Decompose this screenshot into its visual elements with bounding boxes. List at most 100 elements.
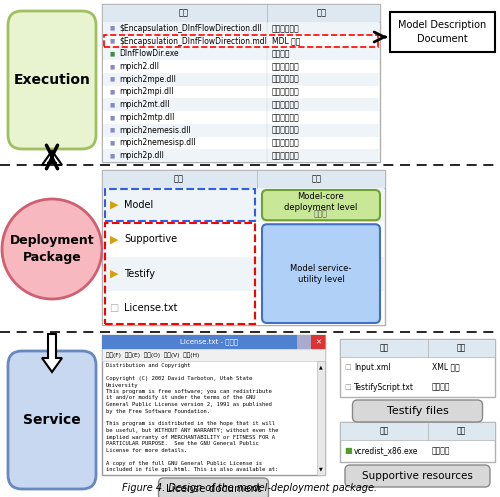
Text: License for more details.: License for more details. [106, 447, 187, 452]
Text: 名称: 名称 [380, 426, 388, 435]
FancyBboxPatch shape [103, 124, 379, 137]
FancyBboxPatch shape [297, 335, 311, 349]
Text: License.txt: License.txt [124, 303, 178, 313]
Text: 应用程序扩展: 应用程序扩展 [272, 62, 300, 71]
FancyBboxPatch shape [103, 73, 379, 85]
Text: by the Free Software Foundation.: by the Free Software Foundation. [106, 409, 210, 414]
Text: 类型: 类型 [456, 343, 466, 352]
FancyBboxPatch shape [103, 47, 379, 60]
Text: Copyright (C) 2002 David Tarboton, Utah State: Copyright (C) 2002 David Tarboton, Utah … [106, 376, 253, 381]
Text: 类型: 类型 [312, 174, 322, 183]
Text: mpich2p.dll: mpich2p.dll [119, 151, 164, 160]
FancyBboxPatch shape [103, 137, 379, 149]
Text: 应用程序: 应用程序 [272, 49, 290, 58]
FancyBboxPatch shape [103, 60, 379, 73]
Text: mpich2nemesisp.dll: mpich2nemesisp.dll [119, 138, 196, 148]
FancyBboxPatch shape [102, 4, 380, 162]
Text: implied warranty of MERCHANTABILITY or FITNESS FOR A: implied warranty of MERCHANTABILITY or F… [106, 434, 275, 439]
Text: XML 文档: XML 文档 [432, 362, 460, 371]
Text: mpich2mpe.dll: mpich2mpe.dll [119, 75, 176, 84]
Text: Model: Model [124, 200, 153, 210]
Text: included in file gpl.html. This is also available at:: included in file gpl.html. This is also … [106, 467, 278, 472]
Text: 应用程序: 应用程序 [432, 446, 450, 455]
FancyBboxPatch shape [8, 11, 96, 149]
Text: University: University [106, 383, 138, 388]
Text: Input.xml: Input.xml [354, 362, 391, 371]
Text: DInfFlowDir.exe: DInfFlowDir.exe [119, 49, 178, 58]
Text: 类型: 类型 [317, 8, 327, 17]
Text: □: □ [344, 364, 352, 370]
Text: mpich2.dll: mpich2.dll [119, 62, 159, 71]
Text: Deployment
Package: Deployment Package [10, 234, 94, 264]
Circle shape [2, 199, 102, 299]
FancyBboxPatch shape [352, 400, 482, 422]
Text: Model Description
Document: Model Description Document [398, 20, 486, 44]
Text: Testify: Testify [124, 268, 155, 279]
Text: ■: ■ [344, 446, 352, 455]
Text: ■: ■ [110, 153, 114, 158]
Text: 应用程序扩展: 应用程序扩展 [272, 100, 300, 109]
FancyBboxPatch shape [103, 149, 379, 162]
Text: Testify files: Testify files [386, 406, 448, 416]
FancyBboxPatch shape [103, 188, 384, 222]
Text: Model-core
deployment level: Model-core deployment level [284, 192, 358, 212]
Text: License.txt - 记事本: License.txt - 记事本 [180, 338, 238, 345]
FancyBboxPatch shape [8, 351, 96, 489]
Text: Service: Service [23, 413, 81, 427]
Text: Model service-
utility level: Model service- utility level [290, 263, 352, 284]
Text: ✕: ✕ [315, 339, 321, 345]
Text: 应用程序扩展: 应用程序扩展 [272, 151, 300, 160]
Text: mpich2mpi.dll: mpich2mpi.dll [119, 87, 174, 96]
FancyBboxPatch shape [102, 170, 385, 325]
Text: ■: ■ [110, 64, 114, 69]
FancyBboxPatch shape [102, 4, 380, 22]
FancyBboxPatch shape [262, 224, 380, 323]
Text: mpich2mtp.dll: mpich2mtp.dll [119, 113, 174, 122]
Text: This program is distributed in the hope that it will: This program is distributed in the hope … [106, 421, 275, 426]
FancyBboxPatch shape [103, 85, 379, 98]
Text: Supportive: Supportive [124, 235, 177, 245]
Text: 应用程序扩展: 应用程序扩展 [272, 87, 300, 96]
Text: A copy of the full GNU General Public License is: A copy of the full GNU General Public Li… [106, 461, 262, 466]
FancyBboxPatch shape [340, 339, 495, 397]
Text: ▲: ▲ [319, 364, 323, 369]
Text: Distribution and Copyright: Distribution and Copyright [106, 363, 190, 368]
Text: $Encapsulation_DInfFlowDirection.mdl: $Encapsulation_DInfFlowDirection.mdl [119, 37, 267, 46]
Text: TestifyScript.txt: TestifyScript.txt [354, 383, 414, 392]
Text: 应用程序扩展: 应用程序扩展 [272, 113, 300, 122]
Text: General Public License version 2, 1991 as published: General Public License version 2, 1991 a… [106, 402, 272, 407]
Text: ■: ■ [110, 141, 114, 146]
FancyBboxPatch shape [340, 422, 495, 462]
FancyBboxPatch shape [390, 12, 495, 52]
FancyBboxPatch shape [340, 339, 495, 357]
FancyBboxPatch shape [103, 111, 379, 124]
Text: 文件(F)  编辑(E)  格式(O)  查看(V)  帮助(H): 文件(F) 编辑(E) 格式(O) 查看(V) 帮助(H) [106, 352, 200, 358]
Text: 文本文档: 文本文档 [432, 383, 450, 392]
FancyBboxPatch shape [103, 22, 379, 35]
Text: ▶: ▶ [110, 268, 118, 279]
Text: ■: ■ [110, 39, 114, 44]
Text: 文件夹: 文件夹 [314, 210, 328, 219]
FancyBboxPatch shape [103, 256, 384, 291]
Text: vcredist_x86.exe: vcredist_x86.exe [354, 446, 418, 455]
Text: ■: ■ [110, 51, 114, 56]
Text: $Encapsulation_DInfFlowDirection.dll: $Encapsulation_DInfFlowDirection.dll [119, 24, 262, 33]
Polygon shape [42, 151, 62, 165]
FancyBboxPatch shape [103, 222, 384, 256]
Text: ▶: ▶ [110, 200, 118, 210]
Text: ▼: ▼ [319, 466, 323, 471]
FancyBboxPatch shape [103, 98, 379, 111]
Text: Figure 4. Design of the model-deployment package.: Figure 4. Design of the model-deployment… [122, 483, 378, 493]
Text: This program is free software; you can redistribute: This program is free software; you can r… [106, 389, 272, 394]
FancyBboxPatch shape [311, 335, 325, 349]
FancyBboxPatch shape [340, 422, 495, 440]
Text: 应用程序扩展: 应用程序扩展 [272, 126, 300, 135]
FancyBboxPatch shape [103, 291, 384, 325]
Text: Supportive resources: Supportive resources [362, 471, 473, 481]
FancyBboxPatch shape [262, 190, 380, 220]
Text: 名称: 名称 [174, 174, 184, 183]
Text: 应用程序扩展: 应用程序扩展 [272, 75, 300, 84]
Text: ■: ■ [110, 77, 114, 82]
Text: it and/or modify it under the terms of the GNU: it and/or modify it under the terms of t… [106, 396, 256, 401]
Text: ■: ■ [110, 115, 114, 120]
